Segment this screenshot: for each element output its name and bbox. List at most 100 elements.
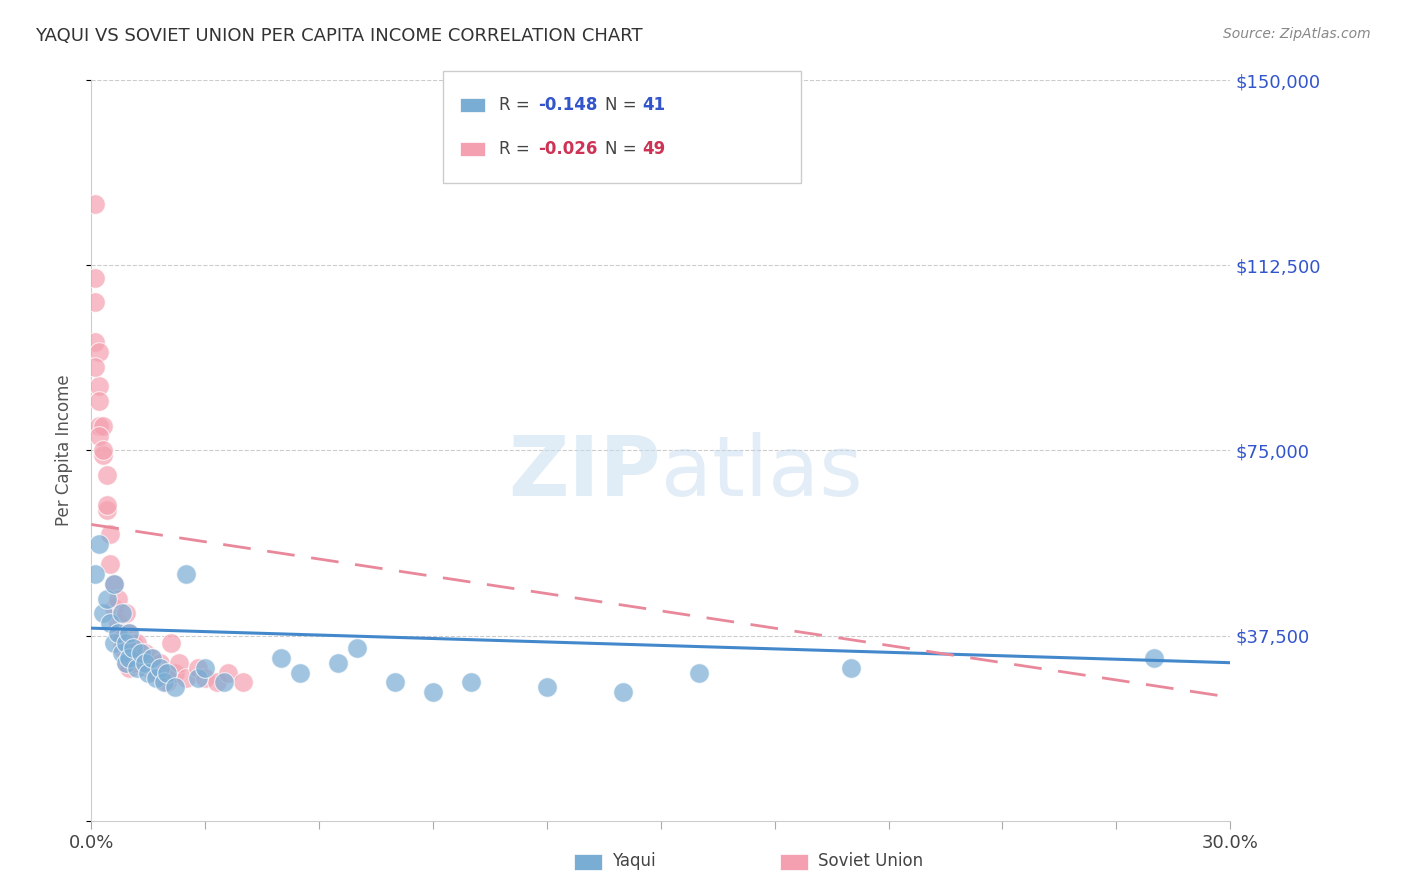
Point (232, 675, 254, 690)
Point (87, 418, 110, 433)
Point (87, 394, 110, 409)
Point (536, 681, 558, 695)
Point (187, 660, 209, 674)
Point (87, 537, 110, 551)
Point (84, 334, 107, 349)
Point (346, 640, 368, 655)
Text: -0.148: -0.148 (538, 96, 598, 114)
Text: YAQUI VS SOVIET UNION PER CAPITA INCOME CORRELATION CHART: YAQUI VS SOVIET UNION PER CAPITA INCOME … (35, 27, 643, 45)
Point (118, 650, 141, 665)
Point (107, 626, 129, 640)
Point (460, 675, 482, 690)
Point (103, 576, 125, 591)
Point (91, 418, 114, 433)
Point (107, 591, 129, 606)
Y-axis label: Per Capita Income: Per Capita Income (55, 375, 73, 526)
Point (125, 660, 148, 674)
Point (174, 671, 197, 685)
Point (214, 675, 236, 690)
Point (156, 665, 179, 680)
Point (839, 660, 862, 674)
Point (688, 665, 710, 680)
Point (118, 626, 141, 640)
Point (84, 196, 107, 211)
Point (187, 671, 209, 685)
Text: ZIP: ZIP (509, 432, 661, 513)
Point (129, 646, 152, 660)
Point (96, 591, 118, 606)
Point (134, 646, 156, 660)
Text: Soviet Union: Soviet Union (818, 852, 924, 870)
Point (141, 650, 163, 665)
Point (270, 650, 292, 665)
Point (84, 359, 107, 374)
Point (96, 498, 118, 512)
Text: 49: 49 (643, 140, 666, 158)
Point (111, 631, 134, 645)
Point (118, 660, 141, 674)
Point (87, 344, 110, 359)
Text: atlas: atlas (661, 432, 862, 513)
Point (103, 601, 125, 615)
Point (138, 660, 160, 674)
Point (103, 636, 125, 650)
Point (91, 607, 114, 621)
Text: R =: R = (499, 96, 536, 114)
Point (125, 636, 148, 650)
Text: N =: N = (605, 140, 641, 158)
Point (107, 626, 129, 640)
Point (174, 566, 197, 581)
Point (149, 656, 172, 670)
Point (326, 656, 349, 670)
Point (141, 650, 163, 665)
Point (114, 636, 136, 650)
Text: R =: R = (499, 140, 536, 158)
Point (290, 665, 312, 680)
Point (163, 681, 186, 695)
Point (114, 656, 136, 670)
Point (98, 557, 121, 571)
Text: 41: 41 (643, 96, 665, 114)
Point (194, 671, 217, 685)
Point (84, 295, 107, 310)
Point (111, 640, 134, 655)
Point (163, 665, 186, 680)
Point (612, 685, 634, 699)
Point (96, 502, 118, 516)
Point (149, 660, 172, 674)
Point (160, 636, 183, 650)
Point (384, 675, 406, 690)
Point (107, 616, 129, 631)
Point (205, 675, 228, 690)
Point (217, 665, 239, 680)
Point (111, 607, 134, 621)
Text: Source: ZipAtlas.com: Source: ZipAtlas.com (1223, 27, 1371, 41)
Point (98, 527, 121, 541)
Point (87, 379, 110, 393)
Text: -0.026: -0.026 (538, 140, 598, 158)
Point (145, 671, 167, 685)
Point (156, 675, 179, 690)
Point (122, 640, 145, 655)
Point (134, 656, 156, 670)
Point (96, 468, 118, 483)
Point (98, 616, 121, 631)
Point (87, 428, 110, 442)
Point (194, 660, 217, 674)
Point (84, 566, 107, 581)
Point (122, 656, 145, 670)
Point (111, 646, 134, 660)
Point (152, 675, 174, 690)
Point (91, 443, 114, 458)
Point (422, 685, 444, 699)
Point (122, 636, 145, 650)
Point (138, 665, 160, 680)
Point (1143, 650, 1166, 665)
Point (145, 665, 167, 680)
Point (118, 626, 141, 640)
Point (103, 576, 125, 591)
Text: N =: N = (605, 96, 641, 114)
Point (114, 607, 136, 621)
Point (152, 665, 174, 680)
Point (167, 656, 190, 670)
